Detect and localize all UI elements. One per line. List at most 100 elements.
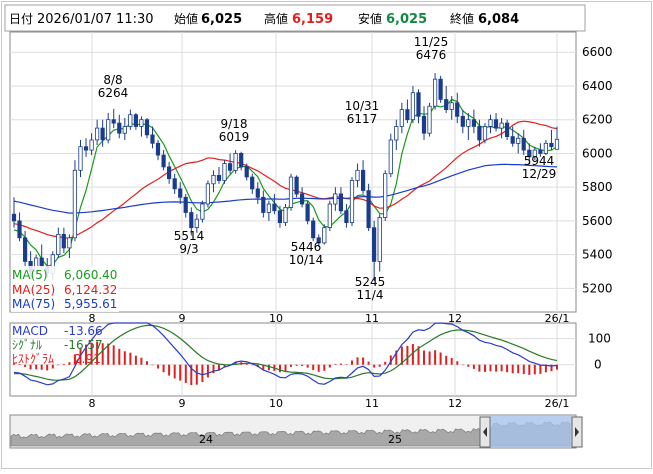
candle (144, 118, 150, 139)
x-tick-main-4: 12 (448, 312, 462, 325)
candle (83, 138, 89, 157)
ma-legend: MA(5) 6,060.40 MA(25) 6,124.32 MA(75) 5,… (12, 268, 117, 311)
candle (189, 207, 194, 236)
candle (510, 126, 515, 147)
candle (449, 96, 454, 120)
candle (161, 150, 166, 171)
macd-tick-0: 0 (594, 358, 602, 372)
candle (200, 200, 205, 223)
candle (100, 119, 105, 147)
macd-hist-bar (190, 364, 193, 386)
macd-hist-bar (223, 364, 226, 367)
candle (377, 214, 382, 272)
candle (427, 102, 432, 137)
candle (56, 227, 61, 259)
x-tick-macd-5: 26/1 (545, 397, 570, 410)
candle (521, 129, 526, 156)
macd-hist-bar (118, 348, 121, 365)
signal-legend-label: ｼｸﾞﾅﾙ (12, 338, 42, 352)
candle (549, 129, 554, 151)
navigator-right-handle[interactable] (571, 416, 583, 448)
macd-hist-bar (334, 364, 337, 365)
candle (366, 183, 371, 232)
candle (139, 116, 144, 137)
datetime-value: 2026/01/07 11:30 (37, 12, 154, 27)
candle (61, 227, 66, 253)
candle (288, 173, 294, 211)
annotation-high-aug-value: 6264 (98, 86, 129, 100)
price-tick-5400: 5400 (582, 248, 613, 262)
macd-hist-bar (245, 363, 248, 365)
price-tick-5600: 5600 (582, 214, 613, 228)
macd-hist-bar (184, 364, 187, 383)
x-tick-macd-1: 9 (179, 397, 186, 410)
candle (261, 190, 266, 218)
macd-hist-bar (373, 364, 376, 368)
candle (543, 139, 549, 156)
candle (216, 166, 222, 184)
macd-hist-bar (495, 364, 498, 372)
macd-hist-bar (123, 351, 126, 365)
macd-hist-bar (201, 364, 204, 382)
ma25-legend-label: MA(25) (12, 283, 55, 297)
macd-hist-bar (317, 364, 320, 372)
macd-hist-bar (151, 364, 154, 366)
macd-hist-bar (301, 364, 304, 366)
open-label: 始値 (174, 11, 198, 26)
macd-hist-bar (428, 351, 431, 365)
macd-hist-bar (29, 364, 32, 370)
candle (95, 119, 100, 146)
macd-hist-bar (411, 344, 414, 365)
macd-hist-bar (434, 350, 437, 365)
hist-legend-value: 2.91 (74, 352, 101, 366)
candle (499, 118, 504, 139)
navigator-left-handle[interactable] (479, 416, 491, 448)
candle (305, 200, 310, 225)
x-tick-macd-2: 10 (269, 397, 283, 410)
navigator-tick-24: 24 (199, 433, 213, 446)
candle (416, 89, 421, 124)
macd-hist-bar (356, 357, 359, 365)
macd-hist-bar (18, 364, 21, 365)
macd-hist-bar (539, 364, 542, 374)
candlesticks (11, 73, 560, 281)
navigator-tick-25: 25 (388, 433, 402, 446)
macd-hist-bar (384, 361, 387, 365)
macd-hist-bar (234, 362, 237, 365)
macd-hist-bar (306, 364, 309, 368)
annotation-high-sep-value: 6019 (219, 130, 250, 144)
macd-hist-bar (251, 364, 254, 366)
navigator-selection[interactable] (490, 416, 572, 447)
macd-hist-bar (51, 364, 54, 369)
macd-hist-bar (345, 364, 348, 365)
candle (399, 102, 404, 134)
macd-hist-bar (96, 341, 99, 365)
price-tick-5800: 5800 (582, 180, 613, 194)
candle (299, 187, 305, 208)
price-tick-6600: 6600 (582, 45, 613, 59)
candle (272, 193, 277, 215)
macd-hist-bar (389, 355, 392, 365)
macd-hist-bar (400, 346, 403, 365)
candle (205, 180, 210, 208)
macd-hist-bar (423, 350, 425, 365)
header-bar (4, 4, 586, 32)
price-tick-6400: 6400 (582, 79, 613, 93)
price-tick-6200: 6200 (582, 113, 613, 127)
macd-hist-bar (85, 344, 87, 365)
macd-hist-bar (206, 364, 209, 378)
macd-hist-bar (339, 363, 342, 365)
macd-hist-bar (90, 342, 93, 365)
macd-grid (10, 323, 576, 396)
macd-lines (13, 322, 558, 386)
macd-panel (9, 322, 577, 397)
candle (360, 160, 366, 194)
macd-hist-bar (467, 364, 470, 367)
candle (438, 75, 443, 103)
macd-hist-bar (378, 364, 381, 367)
macd-hist-bar (262, 364, 265, 370)
macd-hist-bar (212, 364, 215, 374)
macd-hist-bar (506, 364, 509, 373)
price-tick-5200: 5200 (582, 281, 613, 295)
